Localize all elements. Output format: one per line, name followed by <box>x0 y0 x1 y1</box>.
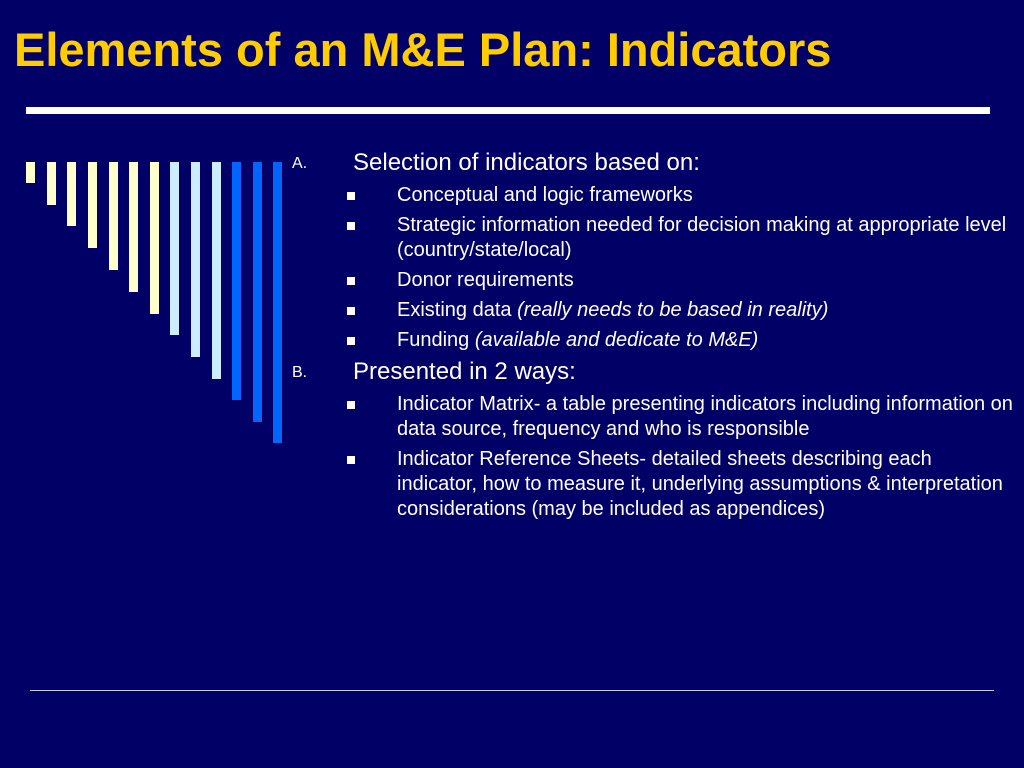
footer-divider <box>30 690 994 691</box>
decor-bar <box>273 162 282 443</box>
decor-bar <box>26 162 35 183</box>
section-b-heading: B. Presented in 2 ways: <box>290 357 1015 387</box>
bullet-emphasis: (available and dedicate to M&E) <box>474 329 759 351</box>
section-marker: B. <box>292 364 308 381</box>
bullet-item: Existing data (really needs to be based … <box>290 298 1015 323</box>
bullet-item: Donor requirements <box>290 268 1015 293</box>
section-a-heading: A. Selection of indicators based on: <box>290 148 1015 178</box>
bullet-text: Funding <box>397 329 475 351</box>
decor-bar <box>67 162 76 226</box>
decor-bar <box>232 162 241 400</box>
bullet-text: Conceptual and logic frameworks <box>397 184 693 206</box>
bullet-text: Donor requirements <box>397 269 574 291</box>
section-marker: A. <box>292 155 308 172</box>
bullet-item: Strategic information needed for decisio… <box>290 213 1015 263</box>
square-bullet-icon <box>347 222 355 230</box>
section-heading-text: Presented in 2 ways: <box>353 358 576 385</box>
square-bullet-icon <box>347 337 355 345</box>
decor-bar <box>47 162 56 205</box>
square-bullet-icon <box>347 456 355 464</box>
square-bullet-icon <box>347 401 355 409</box>
square-bullet-icon <box>347 277 355 285</box>
bullet-item: Indicator Reference Sheets- detailed she… <box>290 447 1015 522</box>
decor-bar <box>150 162 159 314</box>
bullet-text: Indicator Reference Sheets- detailed she… <box>397 448 1003 520</box>
decor-bar <box>170 162 179 335</box>
slide-body: A. Selection of indicators based on: Con… <box>290 148 1015 522</box>
title-divider <box>26 107 990 114</box>
bullet-item: Conceptual and logic frameworks <box>290 183 1015 208</box>
bullet-text: Existing data <box>397 299 518 321</box>
decor-bar <box>191 162 200 357</box>
decor-bar <box>109 162 118 270</box>
bullet-item: Indicator Matrix- a table presenting ind… <box>290 392 1015 442</box>
bullet-text: Strategic information needed for decisio… <box>397 214 1007 261</box>
decor-bar <box>88 162 97 248</box>
bullet-text: Indicator Matrix- a table presenting ind… <box>397 393 1013 440</box>
slide-title: Elements of an M&E Plan: Indicators <box>14 23 832 76</box>
bullet-item: Funding (available and dedicate to M&E) <box>290 328 1015 353</box>
decor-bar <box>253 162 262 422</box>
square-bullet-icon <box>347 307 355 315</box>
square-bullet-icon <box>347 192 355 200</box>
section-heading-text: Selection of indicators based on: <box>353 149 700 176</box>
decor-bar <box>212 162 221 379</box>
decor-bar <box>129 162 138 292</box>
bullet-emphasis: (really needs to be based in reality) <box>517 299 829 321</box>
